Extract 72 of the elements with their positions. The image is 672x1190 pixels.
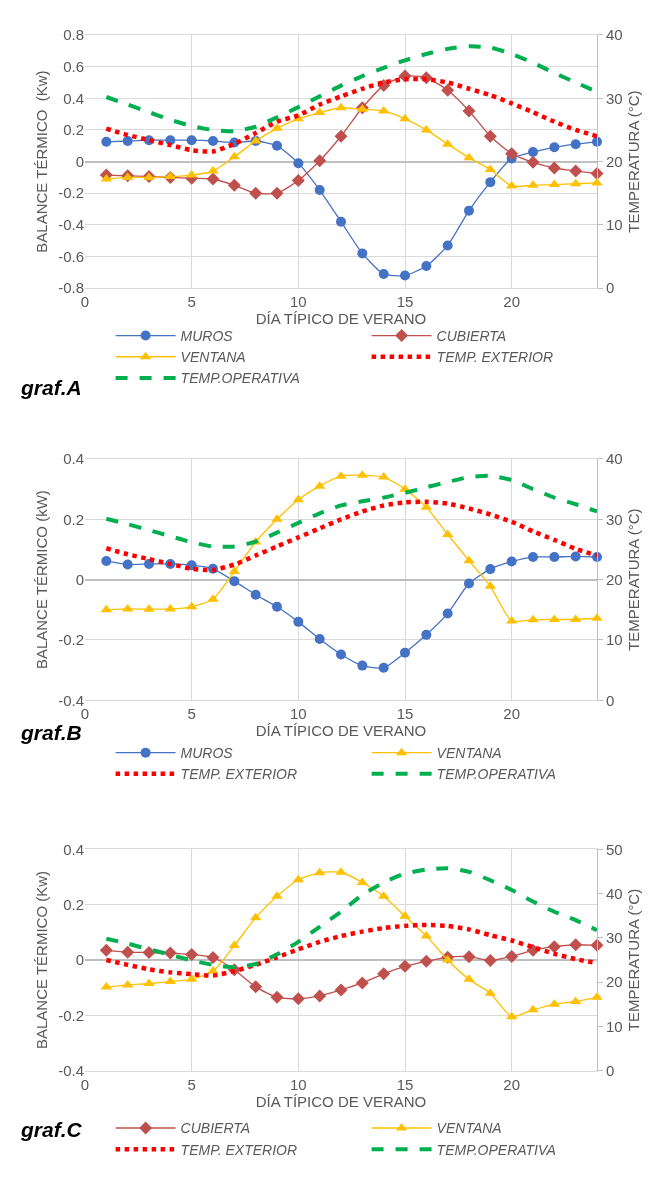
legend-label: CUBIERTA <box>436 328 507 345</box>
y2-tick-label: 40 <box>606 884 623 902</box>
y2-tick-label: 30 <box>606 89 623 107</box>
x-tick-label: 20 <box>503 293 521 311</box>
y-tick-label: 0.4 <box>63 89 84 107</box>
x-tick-label: 20 <box>503 705 521 723</box>
y-tick-label: 0 <box>75 951 84 969</box>
y2-axis-title: TEMPERATURA (°C) <box>624 888 642 1032</box>
y-axis-title: BALANCE TÉRMICO (kW) <box>33 490 51 670</box>
y-axis-title: BALANCE TÉRMICO (Kw) <box>33 70 51 253</box>
y2-tick-label: 10 <box>606 1017 623 1035</box>
y-axis-title: BALANCE TÉRMICO (Kw) <box>33 870 51 1050</box>
y2-tick-label: 50 <box>606 840 623 858</box>
legend-label: TEMP.OPERATIVA <box>436 766 556 783</box>
y2-tick-label: 40 <box>606 450 623 468</box>
x-tick-label: 15 <box>396 293 414 311</box>
legend-label: TEMP.OPERATIVA <box>180 370 300 387</box>
y2-tick-label: 0 <box>606 691 615 709</box>
y2-axis-title: TEMPERATURA (°C) <box>624 90 642 233</box>
y-tick-label: 0 <box>75 570 84 588</box>
x-tick-label: 10 <box>289 705 307 723</box>
x-tick-label: 5 <box>187 705 196 723</box>
y-tick-label: 0.2 <box>63 510 84 528</box>
x-tick-label: 10 <box>289 293 307 311</box>
legend-label: VENTANA <box>436 745 502 762</box>
y2-axis-title: TEMPERATURA (°C) <box>624 508 642 651</box>
x-axis-title: DÍA TÍPICO DE VERANO <box>255 1092 427 1110</box>
y-tick-label: 0.6 <box>63 57 84 75</box>
y-tick-label: -0.4 <box>58 216 84 234</box>
y-tick-label: 0.4 <box>63 450 84 468</box>
x-tick-label: 5 <box>187 1075 196 1093</box>
y-tick-label: 0.4 <box>63 840 84 858</box>
y-tick-label: 0 <box>75 152 84 170</box>
y2-tick-label: 0 <box>606 279 615 297</box>
legend-label: VENTANA <box>180 349 246 366</box>
text: graf.A <box>20 376 82 399</box>
x-tick-label: 5 <box>187 293 196 311</box>
y2-tick-label: 20 <box>606 152 623 170</box>
y-tick-label: -0.8 <box>58 279 84 297</box>
y-tick-label: 0.2 <box>63 895 84 913</box>
x-tick-label: 20 <box>503 1075 521 1093</box>
y2-tick-label: 10 <box>606 216 623 234</box>
y-tick-label: -0.4 <box>58 691 84 709</box>
x-axis-title: DÍA TÍPICO DE VERANO <box>255 722 427 740</box>
legend-label: TEMP. EXTERIOR <box>180 1141 298 1158</box>
legend-label: TEMP. EXTERIOR <box>180 766 298 783</box>
legend-label: CUBIERTA <box>180 1120 251 1137</box>
legend-label: VENTANA <box>436 1120 502 1137</box>
y-tick-label: -0.2 <box>58 184 84 202</box>
text: graf.C <box>20 1118 83 1141</box>
y2-tick-label: 30 <box>606 929 623 947</box>
x-tick-label: 10 <box>289 1075 307 1093</box>
y2-tick-label: 30 <box>606 510 623 528</box>
legend-label: TEMP. EXTERIOR <box>436 349 554 366</box>
y2-tick-label: 0 <box>606 1061 615 1079</box>
text: graf.B <box>20 721 82 744</box>
legend-label: MUROS <box>180 328 234 345</box>
x-tick-label: 15 <box>396 1075 414 1093</box>
legend-label: MUROS <box>180 745 234 762</box>
y2-tick-label: 20 <box>606 570 623 588</box>
y-tick-label: -0.6 <box>58 247 84 265</box>
x-axis-title: DÍA TÍPICO DE VERANO <box>255 310 427 328</box>
y2-tick-label: 10 <box>606 631 623 649</box>
y2-tick-label: 20 <box>606 973 623 991</box>
y2-tick-label: 40 <box>606 26 623 44</box>
y-tick-label: 0.8 <box>63 26 84 44</box>
x-tick-label: 15 <box>396 705 414 723</box>
y-tick-label: -0.2 <box>58 631 84 649</box>
legend-label: TEMP.OPERATIVA <box>436 1141 556 1158</box>
y-tick-label: -0.2 <box>58 1006 84 1024</box>
y-tick-label: 0.2 <box>63 121 84 139</box>
y-tick-label: -0.4 <box>58 1061 84 1079</box>
